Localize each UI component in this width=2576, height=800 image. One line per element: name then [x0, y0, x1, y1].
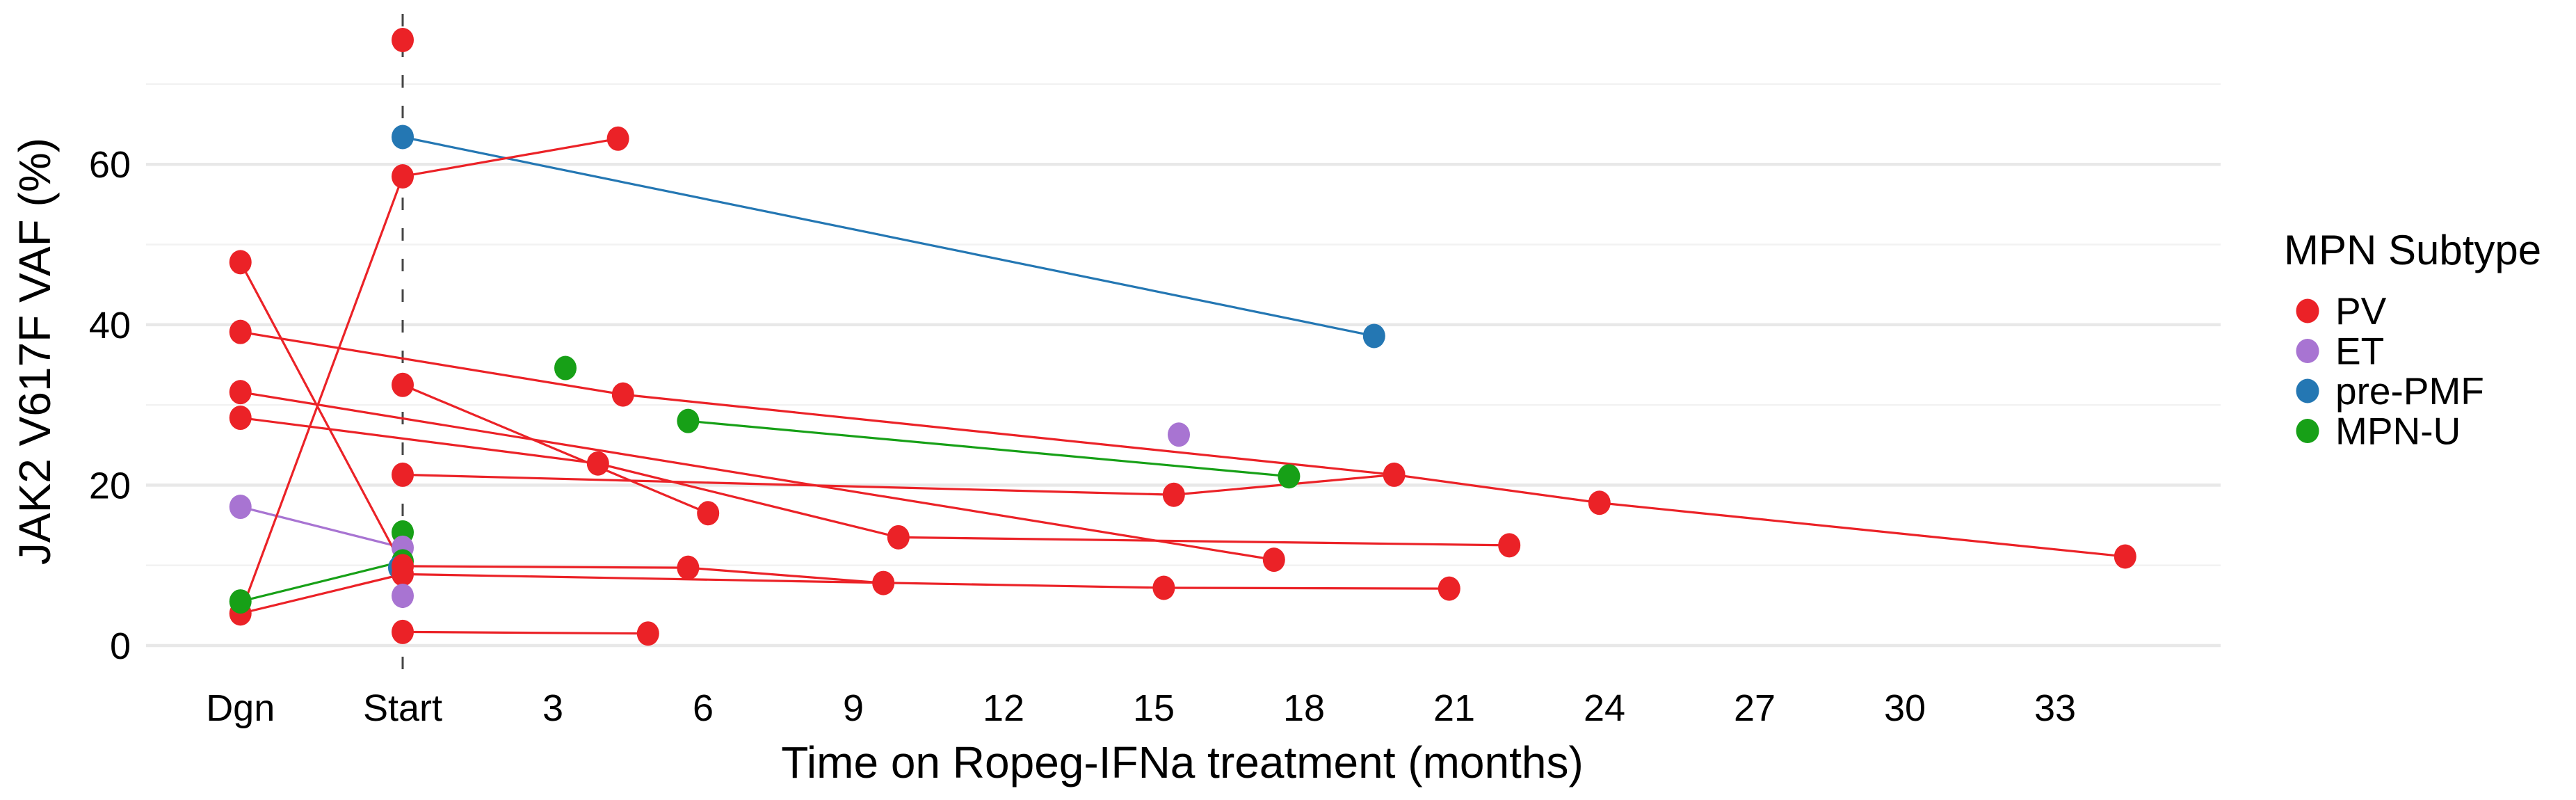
data-point-pre-PMF — [392, 125, 414, 150]
data-point-PV — [1498, 533, 1521, 558]
legend-key-icon — [2296, 378, 2319, 403]
data-point-PV — [1588, 490, 1611, 515]
x-tick-label: 30 — [1884, 687, 1926, 729]
data-point-MPN-U — [229, 589, 252, 614]
data-point-PV — [392, 163, 414, 189]
legend-title: MPN Subtype — [2284, 227, 2541, 273]
y-tick-label: 20 — [89, 465, 131, 506]
x-tick-label: Start — [363, 687, 442, 729]
y-tick-label: 60 — [89, 144, 131, 186]
data-point-PV — [677, 555, 700, 580]
trajectory-line-PV — [239, 262, 884, 584]
legend-label: PV — [2335, 289, 2387, 333]
data-point-PV — [1383, 462, 1406, 487]
data-point-MPN-U — [677, 408, 700, 433]
data-point-PV — [229, 406, 252, 431]
x-tick-label: 6 — [693, 687, 714, 729]
trajectory-line-ET — [240, 505, 403, 549]
trajectory-line-MPN-U — [688, 419, 1289, 478]
data-point-ET — [1168, 422, 1190, 447]
x-tick-label: 15 — [1133, 687, 1175, 729]
data-point-PV — [392, 372, 414, 397]
data-point-PV — [697, 501, 720, 526]
data-point-PV — [392, 27, 414, 52]
trajectory-line-PV — [402, 630, 648, 635]
data-point-PV — [636, 621, 659, 646]
legend-label: MPN-U — [2335, 410, 2461, 453]
data-point-pre-PMF — [1362, 323, 1385, 349]
x-tick-label: Dgn — [206, 687, 275, 729]
data-point-PV — [606, 126, 629, 151]
x-tick-label: 12 — [983, 687, 1024, 729]
x-tick-label: 33 — [2034, 687, 2076, 729]
trajectory-line-PV — [240, 391, 1275, 561]
data-point-PV — [392, 462, 414, 487]
data-point-PV — [1438, 576, 1460, 601]
data-point-PV — [229, 380, 252, 405]
legend-key-icon — [2296, 339, 2319, 363]
data-point-PV — [392, 619, 414, 644]
legend-item-PV: PV — [2296, 289, 2387, 333]
legend-key-icon — [2296, 298, 2319, 323]
trajectory-line-MPN-U — [240, 560, 403, 603]
data-point-PV — [1262, 547, 1285, 573]
trajectory-line-PV — [240, 573, 1449, 615]
data-point-PV — [229, 319, 252, 344]
legend-label: ET — [2335, 330, 2384, 373]
y-axis-title: JAK2 V617F VAF (%) — [10, 138, 60, 565]
trajectory-line-PV — [402, 383, 709, 515]
data-point-MPN-U — [1278, 464, 1301, 489]
data-point-ET — [392, 584, 414, 609]
legend-key-icon — [2296, 419, 2319, 443]
x-tick-label: 3 — [542, 687, 563, 729]
x-axis-title: Time on Ropeg-IFNa treatment (months) — [781, 737, 1584, 787]
y-tick-label: 0 — [110, 625, 131, 667]
data-point-PV — [887, 525, 910, 550]
data-point-PV — [586, 451, 609, 476]
legend-label: pre-PMF — [2335, 369, 2484, 413]
x-tick-label: 18 — [1283, 687, 1325, 729]
x-tick-label: 9 — [843, 687, 864, 729]
x-tick-label: 27 — [1734, 687, 1776, 729]
legend-item-pre-PMF: pre-PMF — [2296, 369, 2484, 413]
data-point-PV — [1162, 482, 1185, 507]
trajectory-line-pre-PMF — [402, 136, 1375, 337]
data-point-PV — [2114, 544, 2136, 569]
data-point-PV — [611, 382, 634, 407]
data-point-PV — [872, 570, 895, 595]
y-tick-label: 40 — [89, 305, 131, 346]
x-tick-label: 21 — [1433, 687, 1475, 729]
data-point-ET — [229, 495, 252, 520]
data-point-PV — [1152, 575, 1175, 600]
trajectory-line-PV — [240, 416, 1510, 547]
data-point-PV — [229, 250, 252, 275]
legend-item-ET: ET — [2296, 330, 2384, 373]
data-point-MPN-U — [554, 355, 577, 381]
x-tick-label: 24 — [1584, 687, 1625, 729]
legend-item-MPN-U: MPN-U — [2296, 410, 2461, 453]
data-point-PV — [392, 561, 414, 586]
